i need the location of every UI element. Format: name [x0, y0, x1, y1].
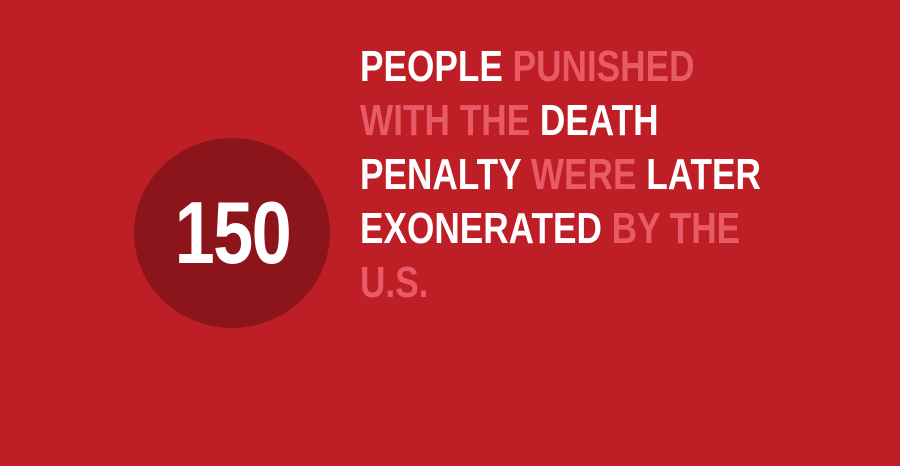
- headline-word: LATER: [646, 150, 761, 199]
- headline-word: PENALTY: [360, 150, 522, 199]
- headline: PEOPLE PUNISHED WITH THE DEATH PENALTY W…: [360, 40, 880, 310]
- headline-line: PEOPLE PUNISHED: [360, 40, 776, 94]
- headline-word: EXONERATED: [360, 204, 602, 253]
- headline-word: PUNISHED: [512, 42, 695, 91]
- headline-word: WERE: [530, 150, 637, 199]
- headline-line: WITH THE DEATH: [360, 94, 776, 148]
- headline-word: PEOPLE: [360, 42, 503, 91]
- headline-line: U.S.: [360, 256, 776, 310]
- headline-line: EXONERATED BY THE: [360, 202, 776, 256]
- headline-word: BY THE: [611, 204, 741, 253]
- badge-number: 150: [174, 183, 291, 282]
- headline-line: PENALTY WERE LATER: [360, 148, 776, 202]
- headline-word: DEATH: [539, 96, 659, 145]
- number-badge: 150: [134, 138, 330, 328]
- headline-word: U.S.: [360, 258, 429, 307]
- headline-word: WITH THE: [360, 96, 531, 145]
